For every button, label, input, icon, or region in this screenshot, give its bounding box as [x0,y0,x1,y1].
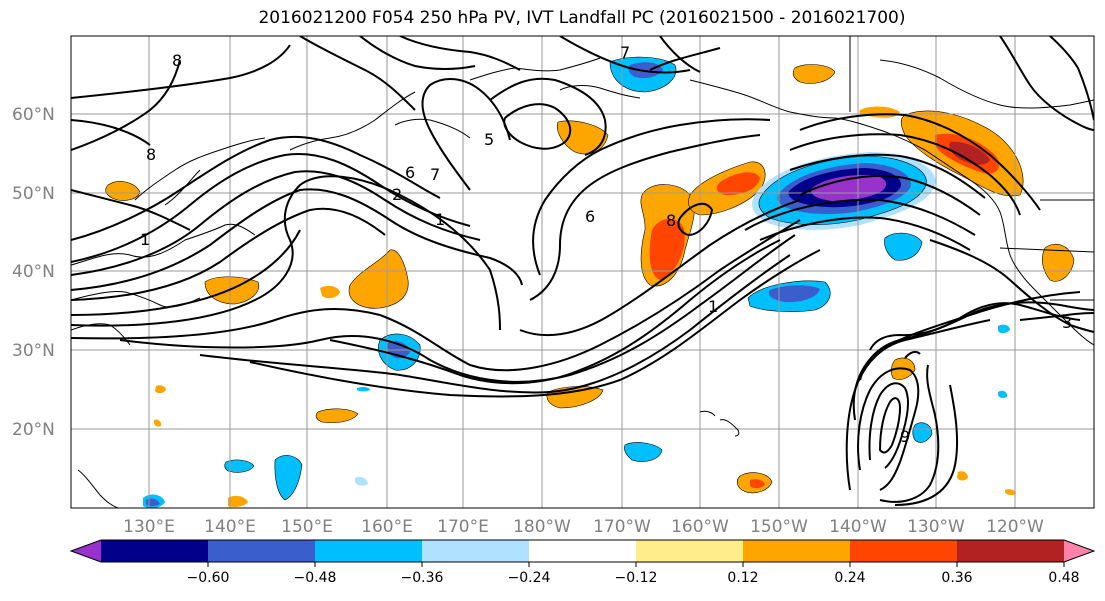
lon-label: 140°W [829,517,887,537]
coastlines [71,36,1094,508]
contour-label: 8 [146,145,156,164]
contour-label: 5 [484,130,494,149]
lat-label: 60°N [12,105,55,125]
colorbar-swatch [208,540,316,562]
colorbar-tick-label: 0.24 [834,570,865,586]
colorbar-swatch [636,540,744,562]
lon-label: 150°E [281,517,333,537]
lon-label: 130°E [123,517,175,537]
contour-label: 7 [430,165,440,184]
lat-label: 30°N [12,341,55,361]
lat-label: 50°N [12,184,55,204]
colorbar-swatch [101,540,209,562]
contour-label: 1 [140,230,150,249]
gridlines [71,36,1094,508]
longitude-labels: 130°E 140°E 150°E 160°E 170°E 180°W 170°… [123,517,1044,537]
contour-label: 1 [708,297,718,316]
colorbar-extend-high [1064,540,1094,562]
colorbar-swatch [315,540,423,562]
colorbar: −0.60 −0.48 −0.36 −0.24 −0.12 0.12 0.24 0.36 0.4… [69,539,1096,586]
contour-label: 7 [620,43,630,62]
contour-label: 9 [900,427,910,446]
map-background [71,36,1094,508]
lat-label: 40°N [12,262,55,282]
contour-label: 8 [666,211,676,230]
colorbar-tick-label: 0.36 [941,570,972,586]
colorbar-swatch [422,540,530,562]
colorbar-tick-label: −0.36 [401,570,444,586]
map-frame [70,35,1095,509]
lon-label: 160°W [671,517,729,537]
lon-label: 170°W [593,517,651,537]
contour-label: 2 [392,185,402,204]
colorbar-swatch [850,540,958,562]
colorbar-outline [69,539,1096,563]
colorbar-tick-label: 0.48 [1048,570,1079,586]
colorbar-swatch [743,540,851,562]
lon-label: 180°W [513,517,571,537]
colorbar-tick-label: 0.12 [727,570,758,586]
contour-label: 1 [435,210,445,229]
positive-shading [105,64,1075,507]
lon-label: 140°E [204,517,256,537]
figure-title: 2016021200 F054 250 hPa PV, IVT Landfall… [258,8,906,28]
contour-label: 8 [172,51,182,70]
contour-label: 3 [1062,313,1072,332]
lon-label: 160°E [361,517,413,537]
colorbar-swatch [529,540,637,562]
pv-contours [71,36,1094,506]
lon-label: 150°W [750,517,808,537]
lon-label: 130°W [907,517,965,537]
colorbar-extend-low [71,540,101,562]
latitude-labels: 60°N 50°N 40°N 30°N 20°N [12,105,55,440]
contour-label: 6 [405,163,415,182]
lon-label: 120°W [986,517,1044,537]
colorbar-tick-label: −0.12 [615,570,658,586]
lon-label: 170°E [437,517,489,537]
contour-label-group: 1 1 1 2 3 5 6 6 7 7 8 8 8 9 [140,43,1072,446]
contour-label: 6 [585,207,595,226]
colorbar-tick-label: −0.60 [187,570,230,586]
lat-label: 20°N [12,420,55,440]
colorbar-tick-label: −0.48 [294,570,337,586]
colorbar-swatch [957,540,1065,562]
colorbar-tick-label: −0.24 [508,570,551,586]
